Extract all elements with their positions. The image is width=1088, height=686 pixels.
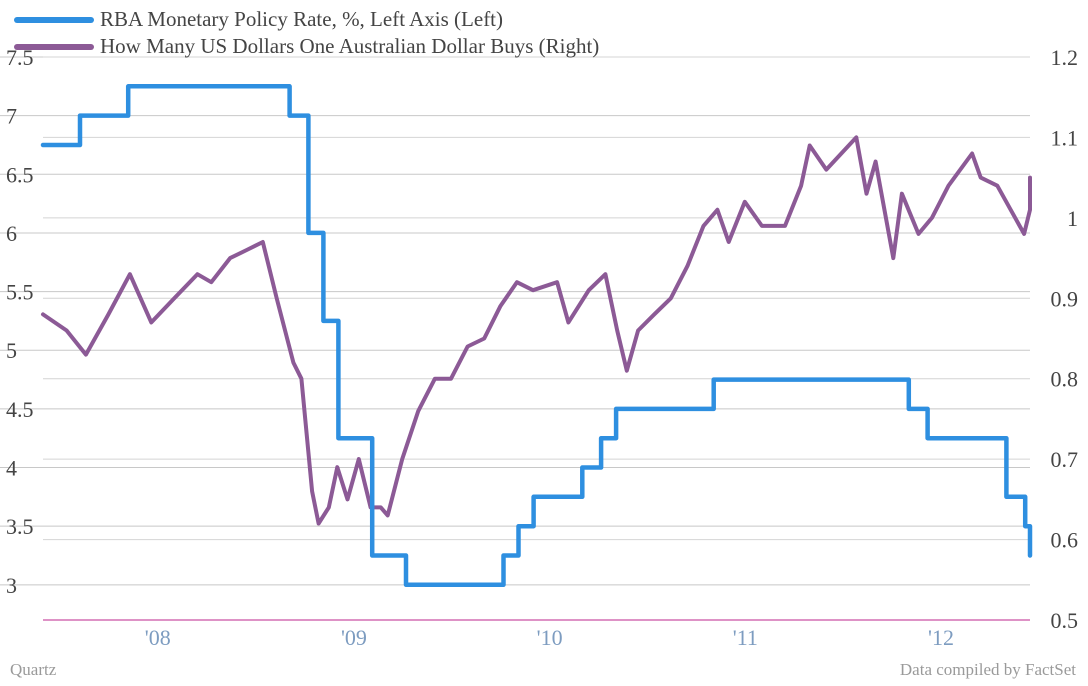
- legend-label-aud: How Many US Dollars One Australian Dolla…: [100, 34, 600, 58]
- x-tick-label: '12: [928, 625, 954, 650]
- right-axis-ticks: 1.2 1.1 1 0.9 0.8 0.7 0.6 0.5: [1051, 45, 1079, 633]
- x-tick-label: '10: [537, 625, 563, 650]
- x-tick-label: '09: [341, 625, 367, 650]
- right-tick-label: 0.6: [1051, 528, 1079, 553]
- legend-item-aud: How Many US Dollars One Australian Dolla…: [14, 33, 599, 60]
- left-tick-label: 7: [6, 104, 17, 129]
- legend-swatch-aud: [14, 43, 94, 50]
- x-axis-ticks: '08 '09 '10 '11 '12: [145, 625, 954, 650]
- source-credit: Quartz: [10, 660, 57, 679]
- gridlines: [0, 56, 1030, 621]
- left-axis-ticks: 7.576.565.554.543.53: [6, 45, 34, 598]
- left-tick-label: 3.5: [6, 514, 34, 539]
- left-tick-label: 4.5: [6, 397, 34, 422]
- data-credit: Data compiled by FactSet: [899, 660, 1076, 679]
- series-line-0: [40, 84, 1033, 588]
- legend-swatch-rate: [14, 16, 94, 23]
- left-tick-label: 6: [6, 221, 17, 246]
- x-tick-label: '11: [733, 625, 758, 650]
- left-tick-label: 5.5: [6, 280, 34, 305]
- left-tick-label: 3: [6, 573, 17, 598]
- legend-item-rate: RBA Monetary Policy Rate, %, Left Axis (…: [14, 6, 599, 33]
- legend-label-rate: RBA Monetary Policy Rate, %, Left Axis (…: [100, 7, 504, 31]
- left-tick-label: 5: [6, 338, 17, 363]
- series-line-1: [41, 135, 1032, 526]
- left-tick-label: 6.5: [6, 162, 34, 187]
- x-tick-label: '08: [145, 625, 171, 650]
- right-tick-label: 0.8: [1051, 367, 1079, 392]
- right-tick-label: 0.7: [1051, 447, 1079, 472]
- right-tick-label: 0.5: [1051, 608, 1079, 633]
- series-lines: [40, 84, 1033, 588]
- right-tick-label: 1.2: [1051, 45, 1079, 70]
- legend: RBA Monetary Policy Rate, %, Left Axis (…: [14, 6, 599, 60]
- right-tick-label: 1: [1067, 206, 1078, 231]
- left-tick-label: 4: [6, 456, 17, 481]
- right-tick-label: 0.9: [1051, 286, 1079, 311]
- right-tick-label: 1.1: [1051, 125, 1079, 150]
